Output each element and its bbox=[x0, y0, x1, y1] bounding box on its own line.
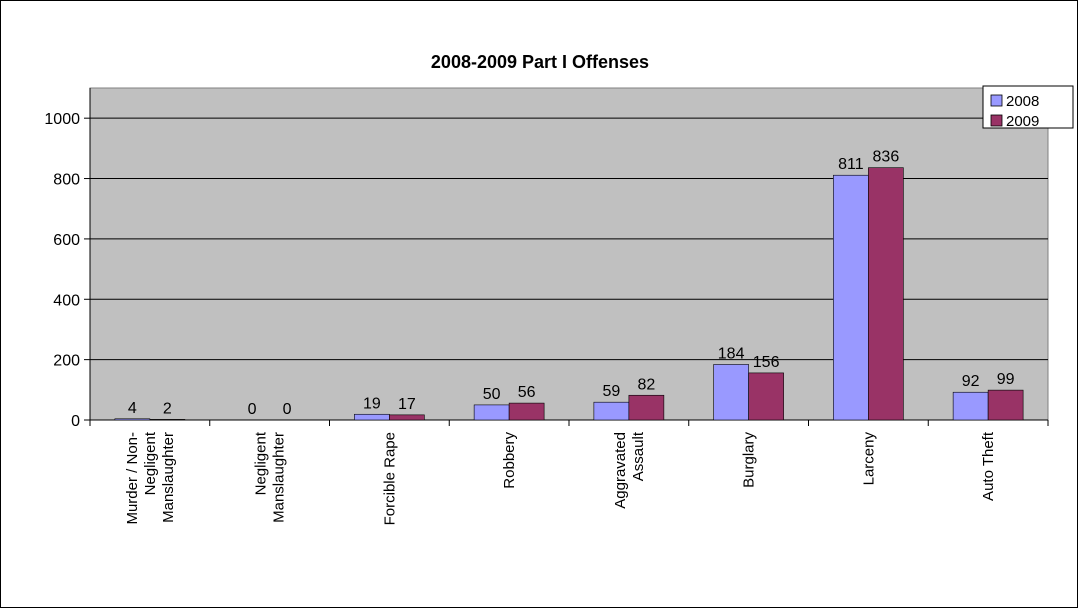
category-label: Negligent Manslaughter bbox=[253, 431, 288, 523]
bar-2009-3 bbox=[508, 402, 545, 421]
legend-swatch-2009 bbox=[990, 114, 1003, 127]
bar-2008-2 bbox=[354, 413, 390, 421]
bar-2008-5 bbox=[713, 364, 749, 421]
legend: 2008 2009 bbox=[982, 85, 1074, 130]
category-label-line: Robbery bbox=[501, 432, 518, 489]
legend-label-2008: 2008 bbox=[1006, 93, 1039, 110]
category-label-line: Auto Theft bbox=[980, 431, 997, 501]
data-label-2008-7: 92 bbox=[962, 373, 980, 390]
category-label-line: Manslaughter bbox=[271, 432, 288, 523]
category-label: Larceny bbox=[860, 432, 877, 486]
data-label-2009-4: 82 bbox=[637, 376, 655, 393]
legend-swatch-2008 bbox=[990, 94, 1003, 107]
bars bbox=[114, 167, 1024, 421]
data-label-2009-5: 156 bbox=[753, 354, 780, 371]
category-label: Auto Theft bbox=[980, 431, 997, 501]
category-label-line: Manslaughter bbox=[160, 432, 177, 523]
bar-2009-4 bbox=[628, 394, 665, 421]
category-label-line: Negligent bbox=[142, 431, 159, 495]
plot-area bbox=[89, 87, 1049, 421]
bar-2009-5 bbox=[748, 372, 784, 421]
data-label-2009-6: 836 bbox=[873, 149, 900, 166]
y-tick-label: 600 bbox=[53, 232, 80, 249]
category-label: Forcible Rape bbox=[381, 432, 398, 525]
data-label-2008-3: 50 bbox=[483, 386, 501, 403]
bar-2009-0 bbox=[149, 419, 186, 421]
data-label-2009-2: 17 bbox=[398, 396, 416, 413]
x-axis bbox=[89, 419, 1049, 426]
category-label: Murder / Non- Negligent Manslaughter bbox=[124, 431, 177, 524]
category-label-line: Burglary bbox=[741, 432, 758, 488]
bar-2008-0 bbox=[114, 418, 151, 421]
chart-title: 2008-2009 Part I Offenses bbox=[431, 52, 649, 72]
category-labels: Murder / Non- Negligent Manslaughter Neglig… bbox=[124, 431, 997, 525]
bar-2008-6 bbox=[833, 174, 869, 421]
data-label-2008-1: 0 bbox=[248, 401, 257, 418]
data-label-2008-2: 19 bbox=[363, 395, 381, 412]
bar-2009-7 bbox=[987, 389, 1024, 421]
y-tick-label: 1000 bbox=[44, 111, 80, 128]
bar-2008-7 bbox=[952, 391, 989, 421]
bar-2008-4 bbox=[593, 401, 630, 421]
data-label-2008-4: 59 bbox=[602, 383, 620, 400]
data-label-2008-6: 811 bbox=[838, 156, 864, 173]
legend-label-2009: 2009 bbox=[1006, 113, 1039, 130]
data-label-2009-3: 56 bbox=[518, 384, 536, 401]
data-label-2009-0: 2 bbox=[163, 400, 172, 417]
category-label-line: Forcible Rape bbox=[381, 432, 398, 525]
data-labels: 4 0 19 50 59 184 811 92 2 0 17 56 82 156 836 99 bbox=[128, 149, 1015, 418]
data-label-2009-1: 0 bbox=[283, 401, 292, 418]
data-label-2009-7: 99 bbox=[997, 371, 1015, 388]
y-tick-label: 0 bbox=[71, 413, 80, 430]
category-label-line: Negligent bbox=[253, 431, 270, 495]
y-tick-label: 400 bbox=[53, 292, 80, 309]
data-label-2008-5: 184 bbox=[718, 345, 745, 362]
category-label-line: Assault bbox=[630, 431, 647, 481]
category-label-line: Larceny bbox=[860, 432, 877, 486]
category-label: Aggravated Assault bbox=[612, 431, 647, 509]
y-axis: 0 200 400 600 800 1000 bbox=[44, 88, 91, 430]
category-label-line: Murder / Non- bbox=[124, 432, 141, 525]
y-tick-label: 200 bbox=[53, 353, 80, 370]
category-label-line: Aggravated bbox=[612, 432, 629, 509]
category-label: Robbery bbox=[501, 432, 518, 489]
y-tick-label: 800 bbox=[53, 172, 80, 189]
bar-2008-3 bbox=[473, 404, 510, 421]
category-label: Burglary bbox=[741, 432, 758, 488]
bar-2009-6 bbox=[868, 167, 904, 421]
bar-2009-2 bbox=[389, 414, 425, 421]
data-label-2008-0: 4 bbox=[128, 400, 137, 417]
